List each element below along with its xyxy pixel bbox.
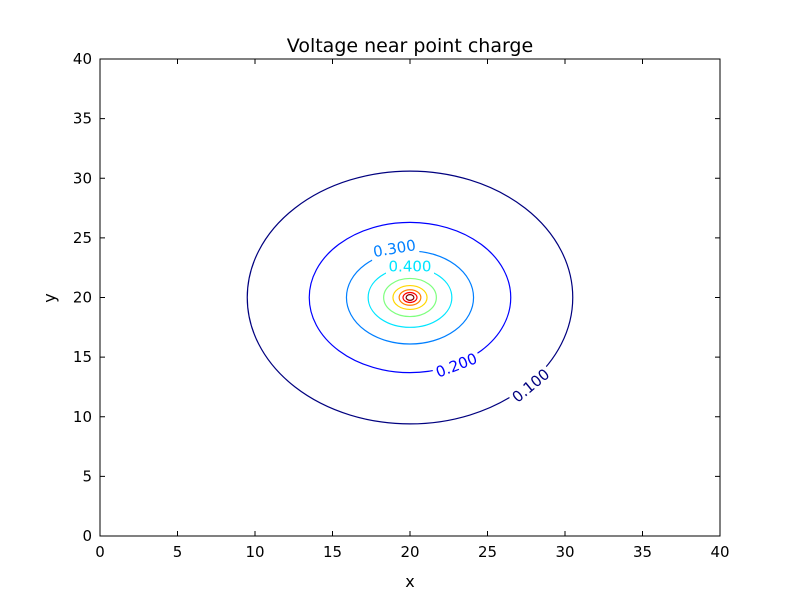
y-tick-label: 10 (73, 408, 92, 426)
contour-lines (246, 170, 574, 425)
x-tick-label: 30 (555, 543, 574, 561)
contour-label: 0.400 (389, 257, 432, 275)
contour-level-5 (383, 277, 437, 318)
y-tick-label: 20 (73, 289, 92, 307)
contour-level-8 (402, 291, 418, 304)
y-tick-label: 40 (73, 50, 92, 68)
y-tick-label: 0 (82, 527, 92, 545)
x-tick-label: 20 (400, 543, 419, 561)
x-tick-label: 40 (710, 543, 729, 561)
y-tick-label: 35 (73, 110, 92, 128)
y-axis-label: y (40, 293, 59, 302)
y-axis-ticks: 0 5 10 15 20 25 30 35 40 (73, 50, 720, 545)
contour-level-1 (246, 170, 574, 425)
chart-title: Voltage near point charge (287, 35, 533, 57)
contour-label-gap (506, 362, 556, 409)
contour-level-7 (398, 289, 422, 306)
contour-level-9 (405, 294, 415, 301)
contour-level-6 (392, 284, 428, 311)
x-tick-label: 5 (173, 543, 183, 561)
y-tick-label: 30 (73, 169, 92, 187)
x-axis-ticks: 0 5 10 15 20 25 30 35 40 (95, 59, 730, 561)
contour-level-2 (308, 221, 512, 374)
x-tick-label: 0 (95, 543, 105, 561)
x-axis-label: x (405, 572, 414, 591)
contour-label-gap (430, 347, 483, 384)
x-tick-label: 10 (245, 543, 264, 561)
contour-label-gap (369, 234, 420, 263)
contour-label-gap (386, 256, 434, 277)
plot-area (99, 58, 721, 537)
y-tick-label: 25 (73, 229, 92, 247)
x-tick-label: 35 (633, 543, 652, 561)
x-tick-label: 15 (323, 543, 342, 561)
x-tick-label: 25 (478, 543, 497, 561)
y-tick-label: 15 (73, 348, 92, 366)
y-tick-label: 5 (82, 467, 92, 485)
